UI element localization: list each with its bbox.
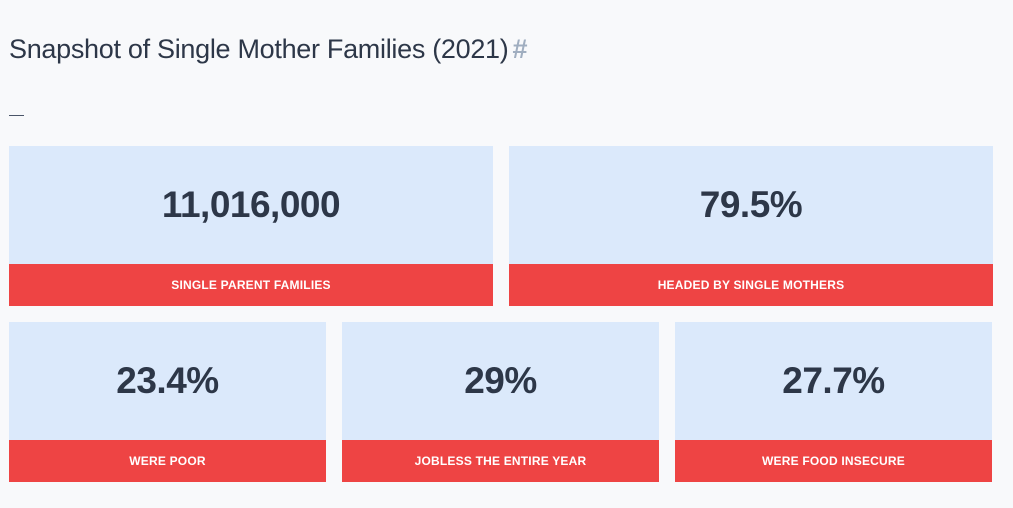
- stat-value: 27.7%: [782, 360, 885, 401]
- stat-value: 79.5%: [699, 184, 803, 225]
- stat-label: WERE POOR: [129, 454, 206, 468]
- stat-value: 11,016,000: [161, 184, 341, 225]
- stat-card-were-poor: 23.4% WERE POOR: [9, 322, 326, 482]
- stat-label: SINGLE PARENT FAMILIES: [171, 278, 331, 292]
- stat-card-single-parent-families: 11,016,000 SINGLE PARENT FAMILIES: [9, 146, 493, 306]
- stat-label: JOBLESS THE ENTIRE YEAR: [414, 454, 587, 468]
- page-title: Snapshot of Single Mother Families (2021…: [9, 34, 527, 65]
- stat-value-area: 29%: [342, 322, 659, 440]
- anchor-link[interactable]: #: [512, 34, 528, 64]
- stat-value-area: 27.7%: [675, 322, 992, 440]
- stat-value: 29%: [464, 360, 537, 401]
- stat-value-area: 11,016,000: [9, 146, 493, 264]
- title-divider: [9, 115, 24, 116]
- stat-value: 23.4%: [116, 360, 219, 401]
- stat-label-bar: WERE FOOD INSECURE: [675, 440, 992, 482]
- stat-value-area: 79.5%: [509, 146, 993, 264]
- stat-card-food-insecure: 27.7% WERE FOOD INSECURE: [675, 322, 992, 482]
- page-title-text: Snapshot of Single Mother Families (2021…: [9, 34, 509, 64]
- stat-value-area: 23.4%: [9, 322, 326, 440]
- stat-label-bar: SINGLE PARENT FAMILIES: [9, 264, 493, 306]
- stat-label-bar: WERE POOR: [9, 440, 326, 482]
- stat-card-jobless-entire-year: 29% JOBLESS THE ENTIRE YEAR: [342, 322, 659, 482]
- stat-label: HEADED BY SINGLE MOTHERS: [657, 278, 845, 292]
- stat-card-headed-by-single-mothers: 79.5% HEADED BY SINGLE MOTHERS: [509, 146, 993, 306]
- stat-label: WERE FOOD INSECURE: [762, 454, 905, 468]
- stat-label-bar: HEADED BY SINGLE MOTHERS: [509, 264, 993, 306]
- stat-label-bar: JOBLESS THE ENTIRE YEAR: [342, 440, 659, 482]
